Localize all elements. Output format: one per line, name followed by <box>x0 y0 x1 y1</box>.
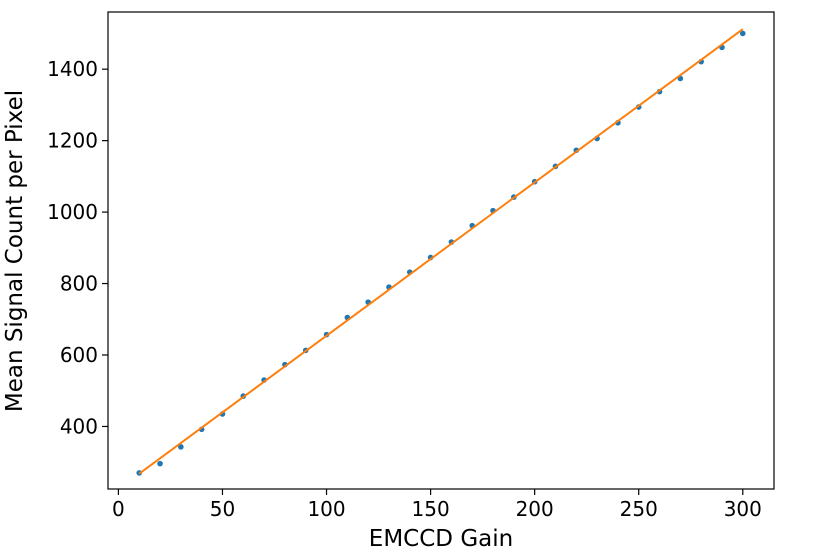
plot-frame <box>107 11 775 490</box>
data-point <box>739 30 746 37</box>
x-tick-label: 300 <box>724 497 762 521</box>
x-tick-label: 250 <box>620 497 658 521</box>
y-tick-label: 1000 <box>47 200 98 224</box>
data-point <box>178 444 184 450</box>
y-tick-label: 400 <box>60 414 98 438</box>
x-tick-label: 50 <box>210 497 235 521</box>
y-tick-label: 800 <box>60 272 98 296</box>
data-point <box>157 460 163 467</box>
y-tick-label: 600 <box>60 343 98 367</box>
y-axis-label: Mean Signal Count per Pixel <box>2 90 28 412</box>
chart-marks <box>136 28 746 476</box>
x-tick-label: 100 <box>307 497 345 521</box>
y-tick-label: 1200 <box>47 129 98 153</box>
y-tick-label: 1400 <box>47 57 98 81</box>
fit-line <box>138 28 744 475</box>
x-tick-label: 150 <box>412 497 450 521</box>
x-axis-ticks: 0 50 100 150 200 250 300 <box>112 489 762 521</box>
x-tick-label: 0 <box>112 497 125 521</box>
x-axis-label: EMCCD Gain <box>369 526 513 552</box>
y-axis-ticks: 400 600 800 1000 1200 1400 <box>47 57 108 438</box>
x-tick-label: 200 <box>516 497 554 521</box>
